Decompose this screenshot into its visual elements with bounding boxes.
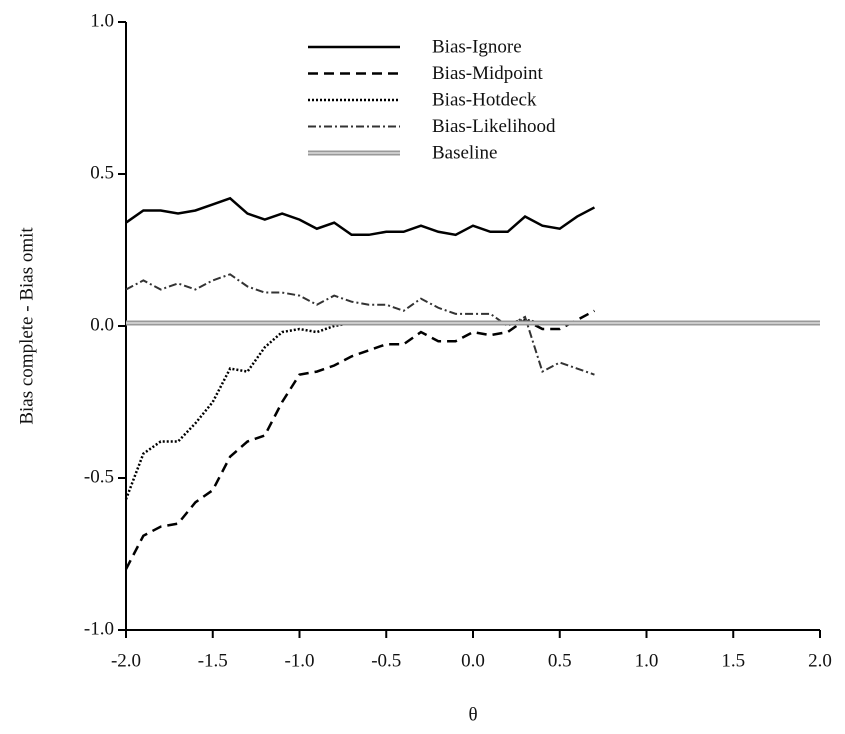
- y-axis-label: Bias complete - Bias omit: [16, 227, 37, 425]
- x-tick-label: 1.0: [635, 650, 659, 671]
- x-tick-label: 1.5: [721, 650, 745, 671]
- y-tick-label: -0.5: [84, 466, 114, 487]
- series-line: [125, 196, 596, 237]
- y-tick-label: 1.0: [90, 10, 114, 31]
- x-tick-label: -1.0: [284, 650, 314, 671]
- series-line: [124, 309, 596, 570]
- legend-label: Bias-Hotdeck: [432, 89, 537, 110]
- y-tick-label: -1.0: [84, 618, 114, 639]
- x-tick-label: 0.5: [548, 650, 572, 671]
- x-tick-label: 0.0: [461, 650, 485, 671]
- legend-label: Bias-Likelihood: [432, 116, 556, 137]
- series-line: [125, 273, 595, 376]
- legend-label: Baseline: [432, 142, 497, 163]
- x-axis-label: θ: [468, 704, 477, 725]
- x-tick-label: -0.5: [371, 650, 401, 671]
- x-tick-label: -1.5: [198, 650, 228, 671]
- legend-label: Bias-Ignore: [432, 36, 522, 57]
- series-line: [124, 318, 595, 500]
- x-tick-label: 2.0: [808, 650, 832, 671]
- y-tick-label: 0.5: [90, 162, 114, 183]
- x-tick-label: -2.0: [111, 650, 141, 671]
- y-tick-label: 0.0: [90, 314, 114, 335]
- legend-label: Bias-Midpoint: [432, 63, 544, 84]
